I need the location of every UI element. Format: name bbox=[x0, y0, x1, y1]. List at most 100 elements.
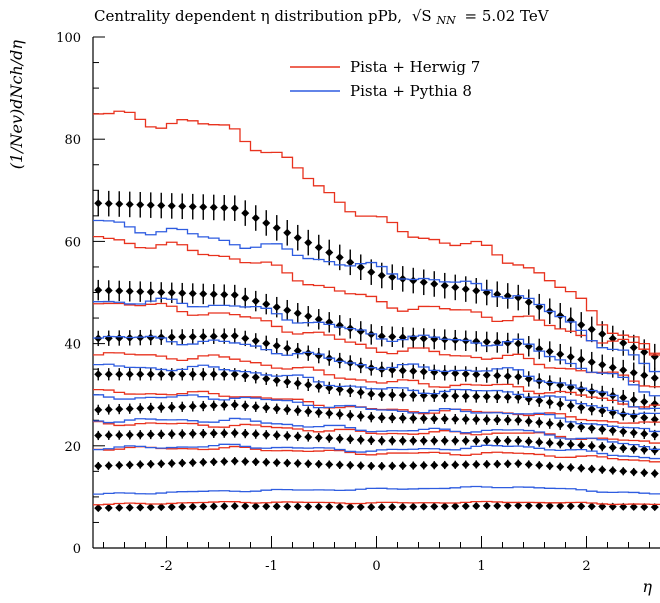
data-point bbox=[482, 460, 491, 469]
data-point bbox=[566, 440, 575, 449]
data-point bbox=[209, 429, 218, 438]
data-point bbox=[440, 502, 449, 511]
data-point bbox=[241, 334, 250, 343]
data-point bbox=[104, 503, 113, 512]
data-point bbox=[293, 432, 302, 441]
herwig-histogram-line bbox=[93, 500, 660, 506]
data-point bbox=[230, 400, 239, 409]
data-point bbox=[566, 352, 575, 361]
data-point bbox=[146, 370, 155, 379]
data-point bbox=[104, 286, 113, 295]
pythia-histogram-line bbox=[93, 394, 660, 433]
data-point bbox=[251, 214, 260, 223]
data-point bbox=[356, 503, 365, 512]
data-point bbox=[199, 203, 208, 212]
data-point bbox=[251, 457, 260, 466]
herwig-histogram-line bbox=[93, 235, 660, 356]
data-point bbox=[472, 436, 481, 445]
data-point bbox=[272, 431, 281, 440]
data-point bbox=[346, 258, 355, 267]
data-point bbox=[587, 325, 596, 334]
data-point bbox=[650, 415, 659, 424]
data-point bbox=[262, 403, 271, 412]
data-point bbox=[619, 410, 628, 419]
x-tick-label: 1 bbox=[477, 559, 485, 574]
data-point bbox=[262, 458, 271, 467]
data-point bbox=[178, 370, 187, 379]
data-point bbox=[451, 436, 460, 445]
data-point bbox=[514, 459, 523, 468]
data-point bbox=[115, 405, 124, 414]
data-point bbox=[293, 406, 302, 415]
herwig-histogram-line bbox=[93, 352, 660, 408]
data-point bbox=[419, 334, 428, 343]
data-point bbox=[283, 344, 292, 353]
data-point bbox=[440, 461, 449, 470]
data-point bbox=[650, 469, 659, 478]
pythia-histogram-line bbox=[93, 485, 660, 495]
data-point bbox=[524, 394, 533, 403]
data-point bbox=[314, 408, 323, 417]
data-point bbox=[577, 320, 586, 329]
data-point bbox=[472, 392, 481, 401]
data-point bbox=[251, 430, 260, 439]
data-point bbox=[115, 461, 124, 470]
data-point bbox=[136, 370, 145, 379]
data-point bbox=[430, 502, 439, 511]
data-point bbox=[356, 361, 365, 370]
data-point bbox=[178, 429, 187, 438]
data-point bbox=[619, 339, 628, 348]
data-point bbox=[335, 502, 344, 511]
data-point bbox=[514, 339, 523, 348]
data-point bbox=[640, 429, 649, 438]
data-point bbox=[325, 248, 334, 257]
data-point bbox=[272, 502, 281, 511]
herwig-histogram-line bbox=[93, 302, 660, 388]
x-axis-label: η bbox=[642, 577, 652, 596]
data-point bbox=[629, 343, 638, 352]
data-point bbox=[398, 436, 407, 445]
pythia-histogram-line bbox=[93, 335, 660, 410]
data-point bbox=[650, 374, 659, 383]
data-point bbox=[461, 369, 470, 378]
data-point bbox=[493, 460, 502, 469]
data-point bbox=[272, 404, 281, 413]
herwig-histogram-line bbox=[93, 110, 660, 354]
chart-title-energy: √S bbox=[412, 7, 432, 25]
data-point bbox=[146, 503, 155, 512]
data-point bbox=[241, 429, 250, 438]
data-point bbox=[514, 501, 523, 510]
data-point bbox=[94, 199, 103, 208]
data-point bbox=[556, 311, 565, 320]
data-point bbox=[104, 431, 113, 440]
data-point bbox=[451, 502, 460, 511]
data-point bbox=[398, 502, 407, 511]
data-point bbox=[125, 503, 134, 512]
data-point bbox=[577, 403, 586, 412]
y-tick-label: 40 bbox=[64, 338, 81, 353]
data-point bbox=[94, 286, 103, 295]
data-point bbox=[629, 502, 638, 511]
data-point bbox=[409, 436, 418, 445]
data-point bbox=[220, 203, 229, 212]
data-point bbox=[178, 459, 187, 468]
data-point bbox=[157, 503, 166, 512]
data-point bbox=[325, 460, 334, 469]
data-point bbox=[440, 281, 449, 290]
data-point bbox=[377, 436, 386, 445]
data-point bbox=[209, 203, 218, 212]
data-point bbox=[451, 283, 460, 292]
data-point bbox=[619, 444, 628, 453]
data-point bbox=[472, 502, 481, 511]
data-point bbox=[94, 370, 103, 379]
data-series bbox=[94, 457, 659, 478]
data-point bbox=[136, 287, 145, 296]
data-point bbox=[125, 404, 134, 413]
data-point bbox=[556, 502, 565, 511]
data-point bbox=[241, 401, 250, 410]
herwig-histogram-line bbox=[93, 420, 660, 444]
data-point bbox=[482, 371, 491, 380]
data-point bbox=[577, 385, 586, 394]
chart-title-main: Centrality dependent η distribution pPb, bbox=[94, 7, 402, 25]
